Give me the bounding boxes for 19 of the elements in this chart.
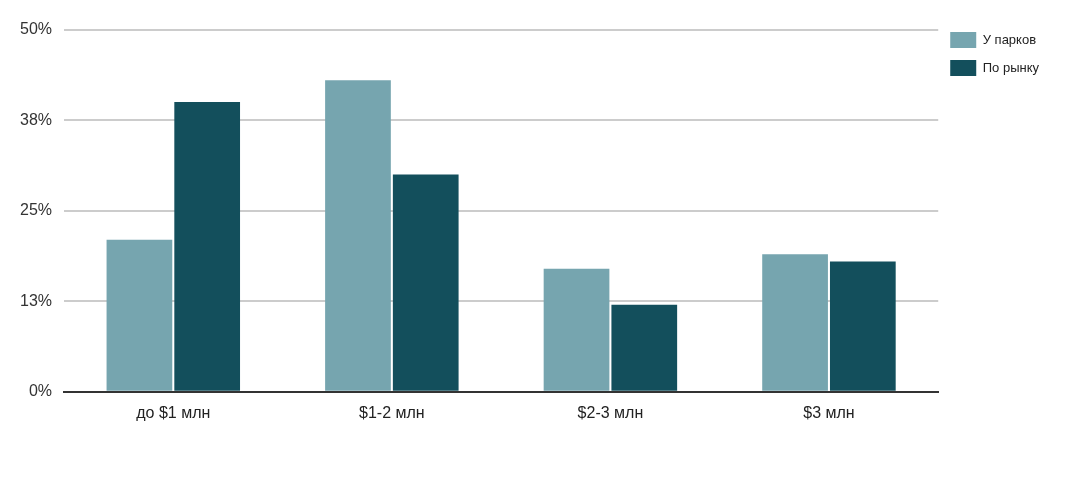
x-tick-label: до $1 млн (136, 403, 211, 421)
y-tick-label: 13% (19, 291, 53, 309)
bar (106, 239, 173, 391)
bar (325, 80, 391, 391)
x-tick-label: $3 млн (803, 403, 855, 421)
y-tick-label: 25% (19, 201, 53, 219)
bar (174, 102, 241, 391)
legend-label: У парков (982, 31, 1037, 47)
bar (762, 254, 828, 391)
legend-label: По рынку (982, 59, 1040, 75)
x-tick-label: $1-2 млн (359, 403, 425, 421)
bar (611, 304, 678, 391)
bar (543, 268, 610, 391)
bar (392, 174, 459, 391)
y-tick-label: 0% (28, 382, 53, 400)
x-tick-label: $2-3 млн (577, 403, 644, 421)
y-tick-label: 38% (19, 110, 53, 128)
bar (829, 261, 896, 391)
y-tick-label: 50% (19, 20, 53, 38)
